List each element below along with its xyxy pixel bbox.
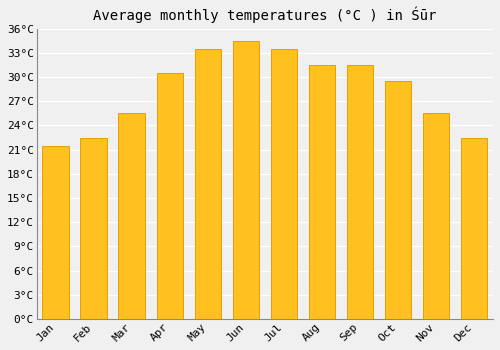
Bar (118, 113, 145, 319)
Bar (384, 81, 411, 319)
Bar (156, 73, 183, 319)
Title: Average monthly temperatures (°C ) in Śūr: Average monthly temperatures (°C ) in Śū… (93, 7, 436, 23)
Bar (270, 49, 297, 319)
Bar (422, 113, 450, 319)
Bar (346, 65, 374, 319)
Bar (42, 146, 69, 319)
Bar (232, 41, 259, 319)
Bar (308, 65, 335, 319)
Bar (460, 138, 487, 319)
Bar (80, 138, 107, 319)
Bar (194, 49, 221, 319)
